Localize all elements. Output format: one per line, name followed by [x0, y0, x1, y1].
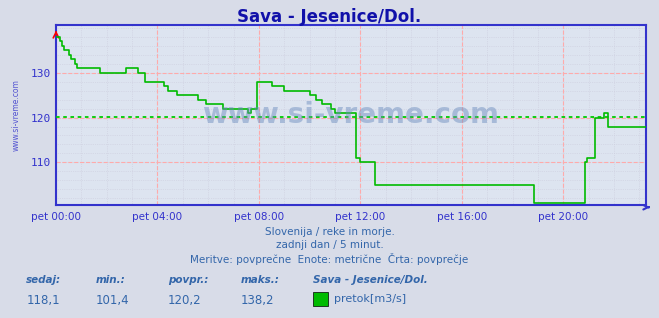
- Text: 101,4: 101,4: [96, 294, 129, 307]
- Text: 120,2: 120,2: [168, 294, 202, 307]
- Text: povpr.:: povpr.:: [168, 275, 208, 285]
- Text: pet 00:00: pet 00:00: [31, 212, 81, 222]
- Text: www.si-vreme.com: www.si-vreme.com: [202, 101, 500, 129]
- Text: pet 08:00: pet 08:00: [234, 212, 284, 222]
- Text: pet 16:00: pet 16:00: [437, 212, 487, 222]
- Text: pet 04:00: pet 04:00: [132, 212, 183, 222]
- Text: pretok[m3/s]: pretok[m3/s]: [334, 294, 406, 304]
- Text: zadnji dan / 5 minut.: zadnji dan / 5 minut.: [275, 240, 384, 250]
- Text: 138,2: 138,2: [241, 294, 274, 307]
- Text: pet 12:00: pet 12:00: [335, 212, 386, 222]
- Text: Sava - Jesenice/Dol.: Sava - Jesenice/Dol.: [237, 8, 422, 26]
- Text: pet 20:00: pet 20:00: [538, 212, 588, 222]
- Text: 118,1: 118,1: [26, 294, 60, 307]
- Text: www.si-vreme.com: www.si-vreme.com: [11, 79, 20, 151]
- Text: maks.:: maks.:: [241, 275, 279, 285]
- Text: sedaj:: sedaj:: [26, 275, 61, 285]
- Text: Meritve: povprečne  Enote: metrične  Črta: povprečje: Meritve: povprečne Enote: metrične Črta:…: [190, 253, 469, 265]
- Text: Slovenija / reke in morje.: Slovenija / reke in morje.: [264, 227, 395, 237]
- Text: Sava - Jesenice/Dol.: Sava - Jesenice/Dol.: [313, 275, 428, 285]
- Text: min.:: min.:: [96, 275, 125, 285]
